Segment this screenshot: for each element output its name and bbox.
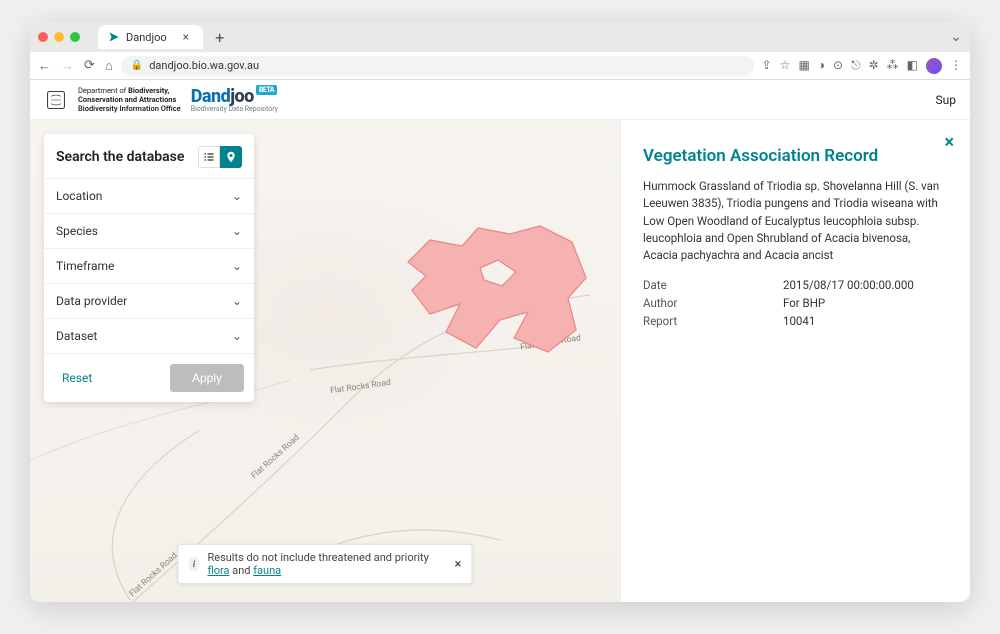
ext-icon-3[interactable]: ⊙ xyxy=(833,58,843,74)
meta-label: Date xyxy=(643,278,783,292)
minimize-window-button[interactable] xyxy=(54,32,64,42)
logo-subtitle: Biodiversity Data Repository xyxy=(191,105,278,113)
flora-link[interactable]: flora xyxy=(207,564,229,577)
back-button[interactable]: ← xyxy=(38,58,51,74)
browser-tab[interactable]: Dandjoo × xyxy=(98,25,203,49)
record-description: Hummock Grassland of Triodia sp. Shovela… xyxy=(643,178,948,264)
info-notice: i Results do not include threatened and … xyxy=(178,544,473,584)
ext-icon-2[interactable]: ◑ xyxy=(818,58,825,74)
filter-section-species[interactable]: Species ⌄ xyxy=(44,213,254,248)
filter-section-dataset[interactable]: Dataset ⌄ xyxy=(44,318,254,353)
new-tab-button[interactable]: + xyxy=(211,28,228,47)
fauna-link[interactable]: fauna xyxy=(253,564,281,577)
notice-text: Results do not include threatened and pr… xyxy=(207,551,440,577)
filter-label: Species xyxy=(56,224,98,238)
logo-text: DandjooBETA xyxy=(191,86,277,107)
meta-label: Report xyxy=(643,314,783,328)
star-icon[interactable]: ☆ xyxy=(780,58,791,74)
brand-block: Department of Biodiversity, Conservation… xyxy=(44,86,278,113)
map-view-button[interactable] xyxy=(220,146,242,168)
menu-icon[interactable]: ⋮ xyxy=(950,58,962,74)
map-pin-icon xyxy=(225,151,237,163)
reset-button[interactable]: Reset xyxy=(54,365,100,391)
meta-value: For BHP xyxy=(783,296,825,310)
search-panel-header: Search the database xyxy=(44,134,254,178)
chevron-down-icon: ⌄ xyxy=(232,224,242,238)
profile-avatar[interactable] xyxy=(926,58,942,74)
meta-value: 10041 xyxy=(783,314,815,328)
apply-button[interactable]: Apply xyxy=(170,364,244,392)
tab-close-icon[interactable]: × xyxy=(183,30,189,44)
search-panel-title: Search the database xyxy=(56,149,184,165)
nav-support[interactable]: Sup xyxy=(936,93,956,107)
panel-icon[interactable]: ◧ xyxy=(907,58,918,74)
lock-icon: 🔒 xyxy=(131,60,143,71)
tab-title: Dandjoo xyxy=(126,31,167,44)
app-header: Department of Biodiversity, Conservation… xyxy=(30,80,970,120)
tab-strip: Dandjoo × + ⌄ xyxy=(30,22,970,52)
ext-icon-4[interactable]: ⎋ xyxy=(851,58,861,74)
app-body: Flat Rocks Road Flat Rocks Road Flat Roc… xyxy=(30,120,970,602)
notice-close-icon[interactable]: × xyxy=(455,557,462,572)
meta-value: 2015/08/17 00:00:00.000 xyxy=(783,278,914,292)
ext-icon-5[interactable]: ✲ xyxy=(869,58,879,74)
window-controls xyxy=(38,32,80,42)
chevron-down-icon: ⌄ xyxy=(232,259,242,273)
home-button[interactable]: ⌂ xyxy=(105,58,113,74)
map-area[interactable]: Flat Rocks Road Flat Rocks Road Flat Roc… xyxy=(30,120,620,602)
record-title: Vegetation Association Record xyxy=(643,146,948,166)
ext-icon-1[interactable]: ▦ xyxy=(798,58,809,74)
filter-label: Dataset xyxy=(56,329,97,343)
filter-label: Location xyxy=(56,189,102,203)
tab-overflow-icon[interactable]: ⌄ xyxy=(950,29,962,45)
nav-buttons: ← → ⟳ ⌂ xyxy=(38,58,113,74)
extensions-icon[interactable]: ⁂ xyxy=(887,58,899,74)
chevron-down-icon: ⌄ xyxy=(232,329,242,343)
chevron-down-icon: ⌄ xyxy=(232,189,242,203)
meta-label: Author xyxy=(643,296,783,310)
share-icon[interactable]: ⇪ xyxy=(762,58,772,74)
browser-window: Dandjoo × + ⌄ ← → ⟳ ⌂ 🔒 dandjoo.bio.wa.g… xyxy=(30,22,970,602)
filter-section-timeframe[interactable]: Timeframe ⌄ xyxy=(44,248,254,283)
close-window-button[interactable] xyxy=(38,32,48,42)
address-bar: ← → ⟳ ⌂ 🔒 dandjoo.bio.wa.gov.au ⇪ ☆ ▦ ◑ … xyxy=(30,52,970,80)
view-toggle xyxy=(198,146,242,168)
record-close-icon[interactable]: × xyxy=(944,132,954,153)
tab-favicon xyxy=(108,31,120,43)
list-view-button[interactable] xyxy=(198,146,220,168)
extension-icons: ⇪ ☆ ▦ ◑ ⊙ ⎋ ✲ ⁂ ◧ ⋮ xyxy=(762,58,962,74)
forward-button[interactable]: → xyxy=(61,58,74,74)
department-text: Department of Biodiversity, Conservation… xyxy=(78,86,181,113)
list-icon xyxy=(203,151,215,163)
url-text: dandjoo.bio.wa.gov.au xyxy=(149,59,259,72)
meta-row: Report10041 xyxy=(643,314,948,328)
maximize-window-button[interactable] xyxy=(70,32,80,42)
record-panel: × Vegetation Association Record Hummock … xyxy=(620,120,970,602)
url-input[interactable]: 🔒 dandjoo.bio.wa.gov.au xyxy=(121,56,754,76)
government-crest-icon xyxy=(44,88,68,112)
vegetation-polygon[interactable] xyxy=(390,220,600,370)
meta-row: Date2015/08/17 00:00:00.000 xyxy=(643,278,948,292)
logo[interactable]: DandjooBETA Biodiversity Data Repository xyxy=(191,86,278,113)
info-icon: i xyxy=(189,557,200,571)
filter-section-location[interactable]: Location ⌄ xyxy=(44,178,254,213)
meta-row: AuthorFor BHP xyxy=(643,296,948,310)
chevron-down-icon: ⌄ xyxy=(232,294,242,308)
search-actions: Reset Apply xyxy=(44,353,254,402)
header-nav: Sup xyxy=(936,93,956,107)
reload-button[interactable]: ⟳ xyxy=(84,58,95,74)
filter-section-data-provider[interactable]: Data provider ⌄ xyxy=(44,283,254,318)
filter-label: Timeframe xyxy=(56,259,114,273)
search-panel: Search the database Location⌄Species⌄Tim… xyxy=(44,134,254,402)
filter-label: Data provider xyxy=(56,294,127,308)
